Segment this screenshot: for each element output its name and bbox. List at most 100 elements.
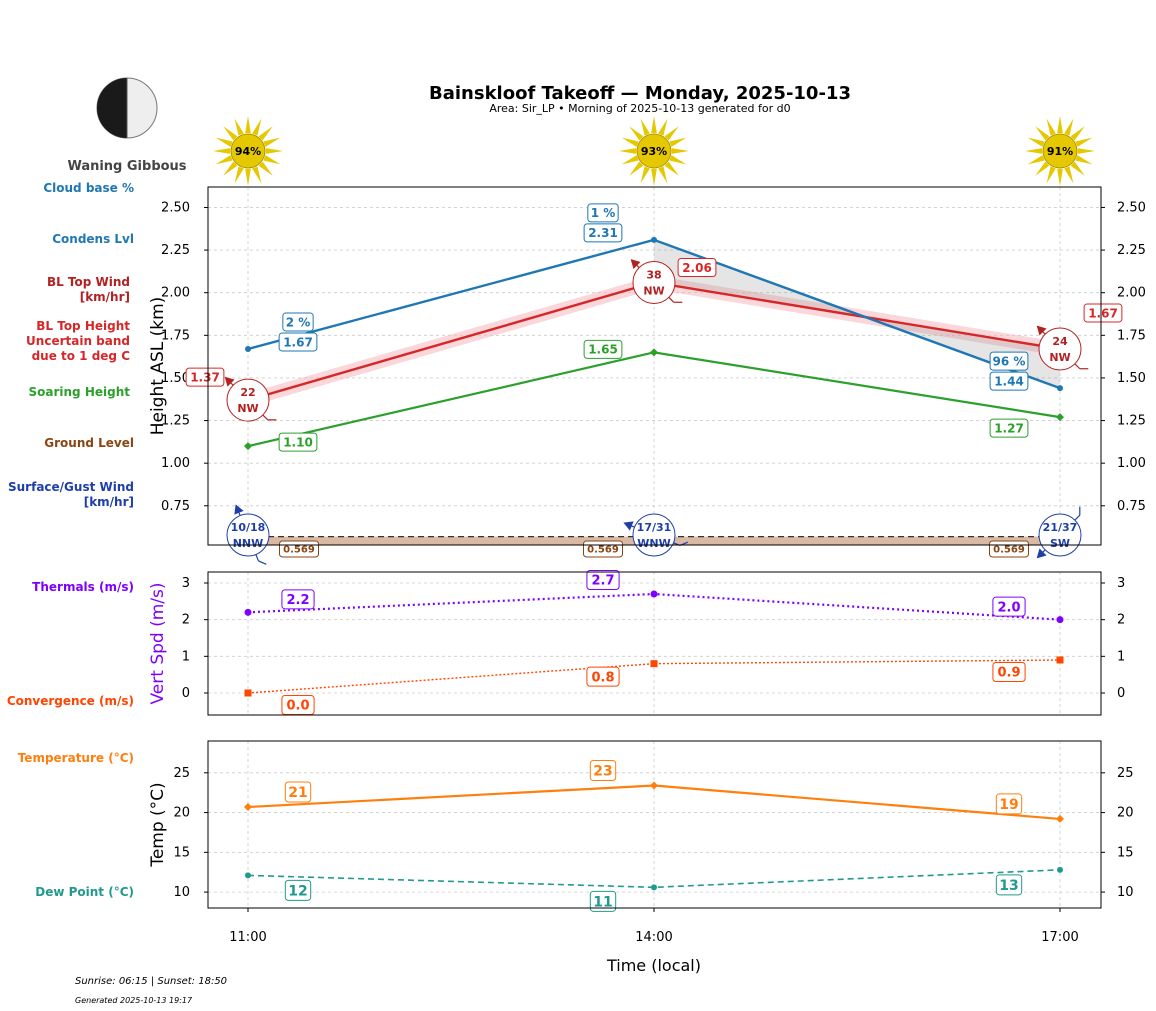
temperature-label-box — [995, 793, 1023, 815]
sun-ray — [658, 118, 668, 136]
surface-wind-barb-tail — [1079, 506, 1081, 516]
convergence-line — [247, 659, 1061, 694]
sun-ray — [664, 161, 679, 176]
cloud-base-pct-label-box — [587, 203, 619, 223]
vert-tick-right: 0 — [1117, 686, 1125, 701]
legend-bl-height-2: Uncertain band — [26, 334, 130, 348]
soaring-label-text: 1.27 — [994, 421, 1024, 435]
temp-tick-left: 25 — [173, 766, 190, 781]
cloud-base-pct-label: 96 % — [989, 351, 1029, 371]
bl-wind-dir: NW — [237, 402, 258, 415]
sun-ray — [215, 155, 233, 165]
legend-cloud-base: Cloud base % — [43, 181, 134, 195]
temperature-point — [1056, 814, 1064, 823]
legend-ground: Ground Level — [44, 436, 134, 450]
dewpoint-point — [1057, 866, 1063, 873]
sun-ray — [1064, 166, 1074, 184]
sun-ray — [234, 118, 244, 136]
sun-ray — [621, 155, 639, 165]
legend-temperature: Temperature (°C) — [18, 751, 134, 765]
dewpoint-label: 11 — [589, 890, 617, 912]
temp-tick-left: 20 — [173, 806, 190, 821]
ground-label-text: 0.569 — [283, 545, 315, 556]
bl-wind-dir: NW — [643, 284, 664, 297]
soaring-label: 1.65 — [583, 339, 623, 359]
x-tick-label: 11:00 — [229, 930, 266, 945]
temp-tick-right: 15 — [1117, 845, 1134, 860]
condens-point — [245, 345, 251, 352]
temp-tick-right: 10 — [1117, 885, 1134, 900]
height-tick-left: 0.75 — [161, 499, 190, 514]
sun-icon: 93% — [619, 116, 689, 186]
height-tick-right: 1.00 — [1117, 456, 1146, 471]
soaring-point — [650, 348, 658, 357]
cloud-base-pct-label-box — [282, 312, 314, 332]
bl-wind-dir: NW — [1049, 351, 1070, 364]
bl-top-label: 1.37 — [185, 367, 225, 387]
legend-soaring: Soaring Height — [29, 385, 131, 399]
temperature-label-box — [284, 781, 312, 803]
sun-ray — [234, 166, 244, 184]
dewpoint-label-text: 12 — [288, 883, 307, 899]
sun-ray — [664, 126, 679, 141]
temperature-label: 21 — [284, 781, 312, 803]
cloud-base-pct-label-box — [989, 351, 1029, 371]
bl-top-label-box — [185, 367, 225, 387]
height-tick-right: 1.50 — [1117, 371, 1146, 386]
height-tick-right: 2.50 — [1117, 200, 1146, 215]
surface-wind-barb-head — [1036, 548, 1047, 559]
sun-icon: 94% — [213, 116, 283, 186]
bl-wind-circle — [226, 378, 270, 422]
vert-frame — [207, 571, 1102, 716]
sun-ray — [245, 168, 251, 186]
ground-label-text: 0.569 — [587, 545, 619, 556]
bl-top-label-text: 1.37 — [190, 370, 220, 384]
sun-ray — [215, 137, 233, 147]
ground-label: 0.569 — [583, 540, 623, 558]
sun-percent: 93% — [641, 145, 667, 158]
thermals-label: 2.2 — [281, 589, 315, 610]
bl-wind-speed: 22 — [240, 386, 255, 399]
condens-label-box — [278, 332, 318, 352]
soaring-label-text: 1.10 — [283, 435, 313, 449]
sun-ray — [1077, 148, 1095, 154]
temp-frame — [207, 740, 1102, 909]
bl-top-label-box — [1083, 303, 1123, 323]
convergence-label-text: 0.0 — [286, 699, 309, 714]
sun-ray — [658, 166, 668, 184]
height-tick-left: 2.00 — [161, 286, 190, 301]
convergence-point — [650, 660, 658, 668]
sun-ray — [619, 148, 637, 154]
height-tick-left: 1.00 — [161, 456, 190, 471]
ground-label-text: 0.569 — [993, 545, 1025, 556]
temperature-label-text: 21 — [288, 785, 307, 801]
thermals-label: 2.0 — [992, 596, 1026, 617]
convergence-label-text: 0.8 — [591, 670, 614, 685]
legend-bl-height-1: BL Top Height — [36, 319, 130, 333]
sun-ray — [1057, 116, 1063, 134]
bl-wind-barb-head — [224, 376, 235, 387]
bl-wind-barb-tail — [673, 301, 683, 303]
soaring-label-text: 1.65 — [588, 343, 618, 357]
convergence-label: 0.8 — [586, 666, 620, 687]
x-tick-label: 14:00 — [635, 930, 672, 945]
condens-label-box — [989, 371, 1029, 391]
sun-ray — [1046, 118, 1056, 136]
surface-wind-dir: WNW — [637, 537, 670, 550]
thermals-label-text: 2.0 — [997, 600, 1020, 615]
convergence-point — [244, 689, 252, 697]
bl-top-label-text: 1.67 — [1088, 306, 1118, 320]
legend-condens: Condens Lvl — [52, 232, 134, 246]
sun-ray — [1025, 148, 1043, 154]
surface-wind-barb-head — [623, 521, 634, 531]
bl-top-label-text: 2.06 — [682, 261, 712, 275]
soaring-label: 1.27 — [989, 418, 1029, 438]
sun-ray — [669, 137, 687, 147]
sun-ray — [640, 118, 650, 136]
soaring-label-box — [583, 339, 623, 359]
thermals-label-text: 2.7 — [591, 574, 614, 589]
legend-bl-wind-2: [km/hr] — [80, 290, 130, 304]
cloud-base-pct-label-text: 1 % — [591, 206, 616, 220]
sun-ray — [1075, 155, 1093, 165]
condens-point — [1057, 385, 1063, 392]
